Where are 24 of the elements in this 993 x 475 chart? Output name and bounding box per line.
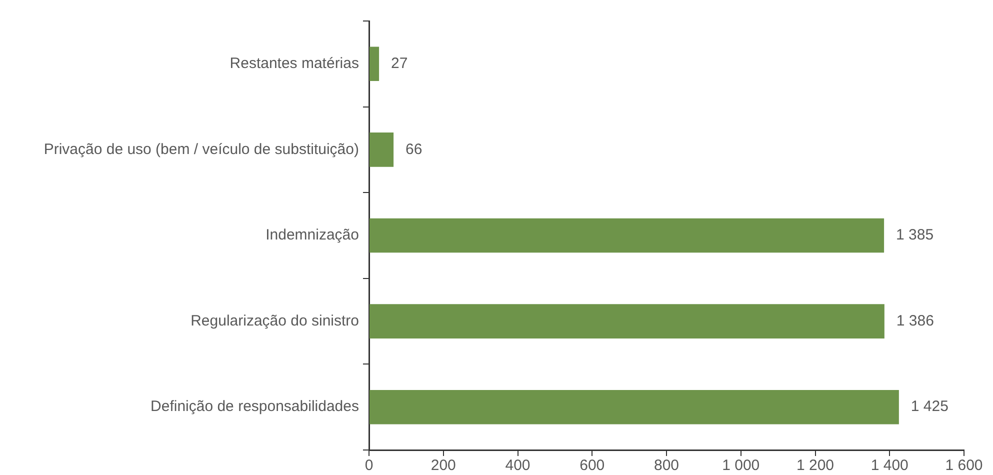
x-tick-label: 800 (654, 457, 680, 474)
data-label: 1 386 (896, 312, 934, 330)
x-tick-label: 400 (505, 457, 530, 474)
bar (370, 132, 394, 167)
bar (370, 390, 899, 424)
y-tick-label: Definição de responsabilidades (150, 398, 359, 416)
y-tick-label: Privação de uso (bem / veículo de substituição) (44, 140, 359, 158)
data-label: 1 425 (910, 398, 948, 416)
bar (370, 304, 884, 338)
data-label: 27 (391, 55, 408, 72)
bar (370, 218, 884, 253)
x-tick-label: 1 000 (722, 457, 760, 474)
x-tick-label: 0 (364, 457, 374, 474)
bar (370, 46, 380, 82)
y-tick-label: Indemnização (266, 226, 359, 244)
x-tick-label: 600 (580, 457, 605, 474)
x-tick-label: 1 400 (870, 457, 908, 474)
y-tick-label: Restantes matérias (230, 55, 359, 72)
x-tick-label: 1 200 (796, 457, 834, 474)
x-tick-label: 1 600 (945, 457, 983, 474)
data-label: 1 385 (896, 226, 934, 244)
y-tick-label: Regularização do sinistro (190, 312, 359, 330)
x-tick-label: 200 (430, 457, 456, 474)
data-label: 66 (406, 140, 422, 158)
